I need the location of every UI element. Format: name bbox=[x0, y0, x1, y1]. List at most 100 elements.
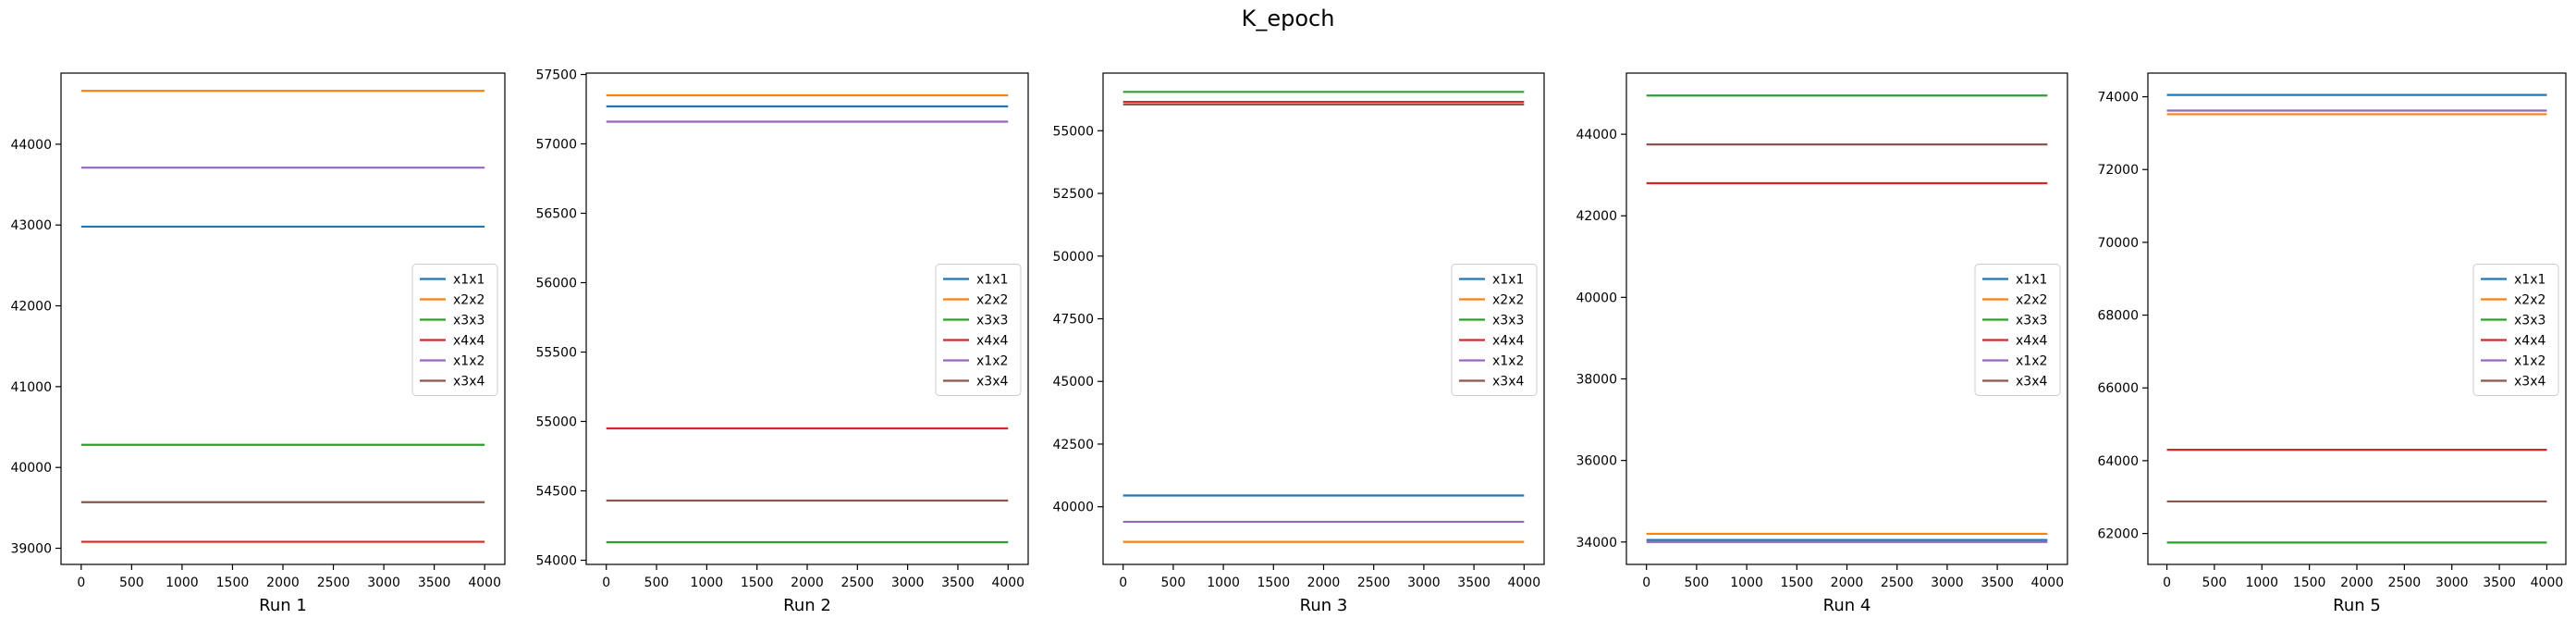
legend-label-x1x1: x1x1 bbox=[1492, 273, 1524, 288]
y-tick-label: 40000 bbox=[1052, 501, 1094, 515]
legend-label-x4x4: x4x4 bbox=[453, 334, 485, 349]
legend-label-x3x3: x3x3 bbox=[976, 314, 1008, 328]
legend-label-x1x2: x1x2 bbox=[2016, 354, 2047, 369]
y-tick-label: 40000 bbox=[1576, 291, 1617, 305]
x-tick-label: 0 bbox=[1119, 576, 1127, 590]
y-tick-label: 57000 bbox=[535, 138, 577, 153]
x-tick-label: 2000 bbox=[1307, 576, 1341, 590]
x-tick-label: 3500 bbox=[941, 576, 975, 590]
y-tick-label: 70000 bbox=[2097, 236, 2139, 251]
y-tick-label: 56000 bbox=[535, 277, 577, 291]
legend-box bbox=[2472, 264, 2559, 396]
x-tick-label: 3500 bbox=[1981, 576, 2014, 590]
legend-label-x3x4: x3x4 bbox=[453, 375, 485, 390]
legend-label-x4x4: x4x4 bbox=[2016, 334, 2047, 349]
x-tick-label: 2000 bbox=[2340, 576, 2374, 590]
subplot-3: 0 500 1000 1500 2000 2500 3000 3500 4000 40000 425… bbox=[1052, 72, 1545, 615]
legend-label-x1x1: x1x1 bbox=[2016, 273, 2047, 288]
legend-label-x1x2: x1x2 bbox=[2514, 354, 2545, 369]
y-tick-label: 41000 bbox=[10, 380, 52, 395]
y-tick-label: 74000 bbox=[2097, 91, 2139, 105]
legend-box bbox=[1451, 264, 1538, 396]
x-tick-label: 3500 bbox=[418, 576, 451, 590]
x-tick-label: 2500 bbox=[1881, 576, 1914, 590]
x-tick-label: 1000 bbox=[691, 576, 724, 590]
y-tick-label: 64000 bbox=[2097, 454, 2139, 469]
x-tick-label: 3000 bbox=[1407, 576, 1441, 590]
x-axis-label: Run 5 bbox=[2333, 596, 2381, 615]
legend: x1x1 x2x2 x3x3 x4x4 x1x2 x3x4 bbox=[411, 264, 498, 396]
y-tick-label: 36000 bbox=[1576, 454, 1617, 469]
legend-label-x2x2: x2x2 bbox=[1492, 293, 1524, 308]
x-tick-label: 1000 bbox=[166, 576, 199, 590]
y-tick-label: 55000 bbox=[535, 415, 577, 430]
x-axis-label: Run 3 bbox=[1300, 596, 1348, 615]
y-tick-label: 42000 bbox=[10, 300, 52, 315]
y-tick-label: 34000 bbox=[1576, 536, 1617, 551]
legend-label-x3x4: x3x4 bbox=[976, 375, 1008, 390]
x-tick-label: 1000 bbox=[2245, 576, 2278, 590]
x-tick-label: 3000 bbox=[367, 576, 400, 590]
x-tick-label: 1000 bbox=[1730, 576, 1763, 590]
y-tick-label: 56500 bbox=[535, 207, 577, 222]
y-tick-label: 55000 bbox=[1052, 124, 1094, 139]
legend-label-x2x2: x2x2 bbox=[453, 293, 485, 308]
x-tick-label: 1500 bbox=[1780, 576, 1813, 590]
x-tick-label: 3000 bbox=[891, 576, 925, 590]
x-tick-label: 500 bbox=[644, 576, 669, 590]
x-tick-label: 500 bbox=[119, 576, 144, 590]
x-tick-label: 4000 bbox=[991, 576, 1024, 590]
legend-label-x2x2: x2x2 bbox=[2016, 293, 2047, 308]
legend-label-x1x2: x1x2 bbox=[1492, 354, 1524, 369]
figure-title: K_epoch bbox=[1241, 6, 1335, 31]
subplot-4: 0 500 1000 1500 2000 2500 3000 3500 4000 34000 360… bbox=[1576, 72, 2068, 615]
y-tick-label: 57500 bbox=[535, 68, 577, 83]
y-tick-label: 62000 bbox=[2097, 527, 2139, 542]
legend-label-x4x4: x4x4 bbox=[2514, 334, 2545, 349]
y-tick-label: 45000 bbox=[1052, 375, 1094, 390]
legend: x1x1 x2x2 x3x3 x4x4 x1x2 x3x4 bbox=[1451, 264, 1538, 396]
legend-box bbox=[935, 264, 1022, 396]
y-tick-label: 68000 bbox=[2097, 309, 2139, 324]
legend: x1x1 x2x2 x3x3 x4x4 x1x2 x3x4 bbox=[2472, 264, 2559, 396]
y-tick-label: 44000 bbox=[1576, 128, 1617, 142]
y-tick-label: 44000 bbox=[10, 138, 52, 153]
x-tick-label: 3500 bbox=[1457, 576, 1490, 590]
x-tick-label: 3000 bbox=[1931, 576, 1964, 590]
legend-label-x3x4: x3x4 bbox=[2016, 375, 2047, 390]
y-tick-label: 55500 bbox=[535, 346, 577, 361]
x-tick-label: 4000 bbox=[1507, 576, 1540, 590]
legend-label-x1x2: x1x2 bbox=[453, 354, 485, 369]
legend-label-x1x1: x1x1 bbox=[976, 273, 1008, 288]
x-axis-label: Run 4 bbox=[1823, 596, 1871, 615]
x-tick-label: 1000 bbox=[1207, 576, 1240, 590]
legend-label-x4x4: x4x4 bbox=[1492, 334, 1524, 349]
x-tick-label: 1500 bbox=[741, 576, 774, 590]
legend-label-x3x4: x3x4 bbox=[2514, 375, 2545, 390]
x-axis-label: Run 2 bbox=[783, 596, 831, 615]
x-tick-label: 0 bbox=[2163, 576, 2171, 590]
x-tick-label: 500 bbox=[1161, 576, 1186, 590]
legend-label-x3x3: x3x3 bbox=[2016, 314, 2047, 328]
x-tick-label: 2500 bbox=[840, 576, 874, 590]
legend-label-x4x4: x4x4 bbox=[976, 334, 1008, 349]
x-tick-label: 500 bbox=[2202, 576, 2227, 590]
x-tick-label: 3500 bbox=[2483, 576, 2516, 590]
x-tick-label: 2500 bbox=[317, 576, 350, 590]
y-tick-label: 54500 bbox=[535, 485, 577, 500]
legend-label-x2x2: x2x2 bbox=[976, 293, 1008, 308]
x-tick-label: 3000 bbox=[2435, 576, 2469, 590]
legend-label-x3x3: x3x3 bbox=[453, 314, 485, 328]
x-tick-label: 2500 bbox=[2388, 576, 2422, 590]
y-tick-label: 38000 bbox=[1576, 372, 1617, 387]
x-tick-label: 4000 bbox=[2531, 576, 2564, 590]
x-tick-label: 2000 bbox=[791, 576, 824, 590]
y-tick-label: 66000 bbox=[2097, 381, 2139, 396]
legend-label-x2x2: x2x2 bbox=[2514, 293, 2545, 308]
y-tick-label: 72000 bbox=[2097, 163, 2139, 178]
legend-box bbox=[1974, 264, 2061, 396]
legend: x1x1 x2x2 x3x3 x4x4 x1x2 x3x4 bbox=[1974, 264, 2061, 396]
y-tick-label: 40000 bbox=[10, 461, 52, 476]
legend: x1x1 x2x2 x3x3 x4x4 x1x2 x3x4 bbox=[935, 264, 1022, 396]
